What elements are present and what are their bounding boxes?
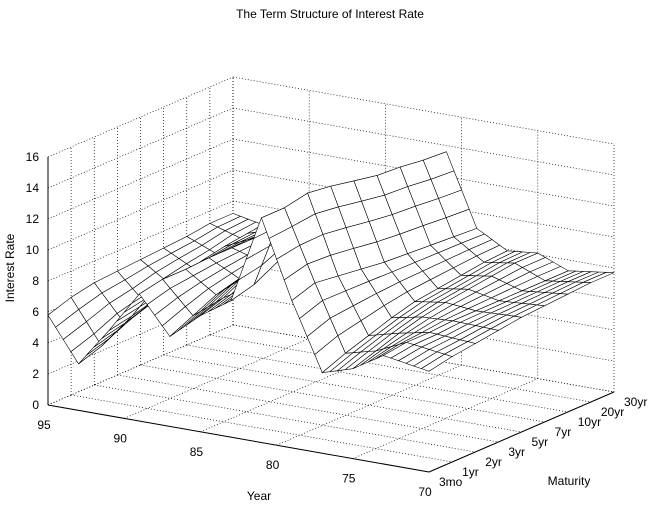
back-wall-gridline xyxy=(232,76,615,145)
z-tick-label: 0 xyxy=(32,398,39,412)
maturity-axis-line xyxy=(428,391,615,473)
maturity-tick-label: 3mo xyxy=(439,475,463,489)
maturity-tick-label: 5yr xyxy=(532,435,549,449)
floor-gridline xyxy=(124,338,310,419)
floor-gridline xyxy=(200,351,386,433)
maturity-tick-label: 30yr xyxy=(624,395,647,409)
y-axis-label: Maturity xyxy=(548,474,591,488)
year-tick-label: 75 xyxy=(342,472,356,486)
maturity-tick-label: 20yr xyxy=(601,405,624,419)
side-wall-gridline xyxy=(47,138,234,220)
year-tick-label: 70 xyxy=(418,485,432,499)
surface-mesh xyxy=(47,151,615,374)
side-wall-gridline xyxy=(47,169,234,251)
chart-title: The Term Structure of Interest Rate xyxy=(236,7,424,21)
side-wall-gridline xyxy=(47,107,234,189)
tick-labels: 9590858075703mo1yr2yr3yr5yr7yr10yr20yr30… xyxy=(26,150,648,499)
floor-gridline xyxy=(140,364,522,433)
maturity-tick-label: 1yr xyxy=(462,465,479,479)
floor-gridline xyxy=(352,378,538,459)
maturity-tick-label: 3yr xyxy=(508,445,525,459)
z-axis-label: Interest Rate xyxy=(3,233,17,302)
z-tick-label: 14 xyxy=(26,181,40,195)
year-tick-label: 95 xyxy=(37,418,51,432)
maturity-tick-label: 7yr xyxy=(555,425,572,439)
year-tick-label: 80 xyxy=(266,458,280,472)
x-axis-label: Year xyxy=(247,489,271,503)
side-wall-gridline xyxy=(47,200,234,282)
floor-gridline xyxy=(276,364,462,446)
z-tick-label: 16 xyxy=(26,150,40,164)
z-tick-label: 8 xyxy=(32,274,39,288)
side-wall-gridline xyxy=(47,76,234,158)
year-axis-line xyxy=(47,404,430,473)
year-tick-label: 85 xyxy=(190,445,204,459)
z-tick-label: 4 xyxy=(32,336,39,350)
surface-patch xyxy=(420,353,453,372)
side-wall-gridline xyxy=(47,324,234,406)
maturity-tick-label: 10yr xyxy=(578,415,601,429)
year-tick-label: 90 xyxy=(114,431,128,445)
z-tick-label: 10 xyxy=(26,243,40,257)
floor-gridline xyxy=(94,384,476,453)
axes-layer xyxy=(47,157,615,473)
maturity-tick-label: 2yr xyxy=(485,455,502,469)
z-tick-label: 2 xyxy=(32,367,39,381)
z-tick-label: 12 xyxy=(26,212,40,226)
z-tick-label: 6 xyxy=(32,305,39,319)
